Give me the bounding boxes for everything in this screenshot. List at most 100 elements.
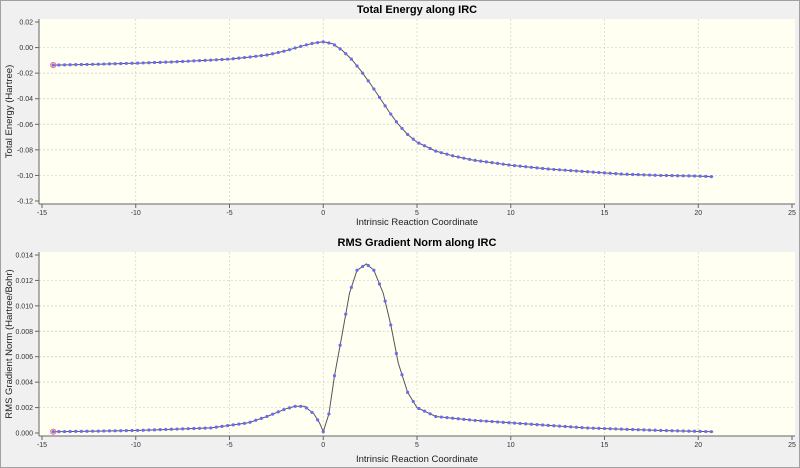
data-point (501, 420, 505, 424)
data-point (591, 426, 595, 430)
data-point (467, 157, 472, 161)
data-point (242, 421, 247, 425)
data-point (439, 415, 443, 419)
data-point (254, 54, 258, 58)
data-point (462, 417, 466, 421)
data-point (226, 57, 230, 61)
data-point (287, 406, 292, 410)
data-point (580, 169, 584, 173)
data-point (642, 173, 646, 177)
data-point (85, 429, 89, 433)
data-point (400, 373, 404, 377)
data-point (79, 62, 83, 67)
data-point (62, 429, 67, 434)
data-point (546, 423, 550, 427)
data-point (496, 161, 500, 166)
data-point (91, 429, 95, 433)
data-point (473, 418, 477, 423)
data-point (152, 428, 157, 432)
data-point (152, 60, 157, 65)
data-point (271, 52, 275, 56)
x-tick-label: 15 (601, 210, 609, 217)
data-point (653, 173, 657, 177)
data-point (338, 47, 342, 51)
data-point (417, 141, 421, 145)
data-point (130, 428, 134, 433)
data-point (68, 429, 72, 434)
data-point (383, 104, 387, 108)
data-point (709, 430, 713, 434)
data-point (57, 430, 61, 434)
x-tick-label: 5 (415, 210, 419, 217)
data-point (659, 173, 663, 178)
data-point (164, 60, 168, 64)
x-tick-label: 15 (601, 442, 609, 449)
data-point (377, 282, 382, 286)
data-point (394, 120, 398, 124)
data-point (332, 374, 337, 378)
data-point (451, 416, 455, 420)
data-point (332, 43, 337, 47)
data-point (535, 166, 539, 170)
data-point (355, 64, 359, 68)
x-tick-label: 20 (694, 442, 702, 449)
data-point (158, 60, 162, 64)
x-tick-label: -15 (37, 442, 47, 449)
data-point (479, 419, 483, 423)
x-tick-label: 0 (321, 442, 325, 449)
energy-chart: -15 -10 -5 0 5 10 15 20 25 0.02 0.00 -0.02 -0.04 -0.0… (4, 4, 796, 228)
data-point (316, 418, 320, 422)
data-point (422, 144, 427, 148)
data-point (529, 165, 533, 169)
data-point (282, 408, 286, 412)
data-point (372, 87, 376, 91)
data-point (557, 168, 562, 172)
data-point (546, 167, 550, 171)
data-point (428, 412, 432, 416)
data-point (377, 95, 382, 100)
data-point (670, 429, 674, 433)
data-point (619, 172, 623, 176)
data-point (552, 167, 556, 172)
data-point (107, 62, 112, 66)
data-point (338, 343, 342, 347)
data-point (102, 429, 106, 433)
y-tick-label: 0.012 (15, 278, 33, 285)
data-point (181, 427, 185, 431)
data-point (254, 418, 258, 422)
data-point (259, 416, 263, 420)
data-point (383, 299, 387, 303)
data-point (265, 53, 269, 57)
data-point (541, 166, 545, 171)
y-tick-label: 0.014 (15, 253, 33, 260)
data-point (467, 418, 472, 422)
data-point (372, 268, 376, 272)
data-point (586, 170, 590, 174)
data-point (231, 423, 235, 427)
data-point (102, 62, 106, 66)
data-point (141, 61, 145, 65)
data-point (136, 428, 140, 432)
x-tick-label: 25 (788, 442, 796, 449)
y-tick-label: 0.004 (15, 380, 33, 387)
data-point (496, 420, 500, 424)
data-point (259, 54, 263, 58)
data-point (147, 61, 151, 65)
data-point (237, 56, 241, 60)
data-point (445, 416, 449, 420)
data-point (411, 399, 415, 404)
data-point (524, 165, 528, 169)
data-point (175, 60, 179, 64)
y-tick-label: 0.008 (15, 329, 33, 336)
data-point (57, 63, 61, 67)
x-tick-label: -10 (131, 442, 141, 449)
gradient-chart: -15 -10 -5 0 5 10 15 20 25 0.014 0.012 0.010 0.008 0.… (4, 237, 796, 465)
chart-title: RMS Gradient Norm along IRC (338, 237, 497, 249)
data-point (169, 60, 173, 64)
data-point (209, 426, 213, 430)
data-point (96, 429, 100, 433)
data-point (484, 419, 488, 423)
data-point (271, 412, 275, 416)
data-point (321, 430, 325, 434)
data-point (147, 428, 151, 432)
